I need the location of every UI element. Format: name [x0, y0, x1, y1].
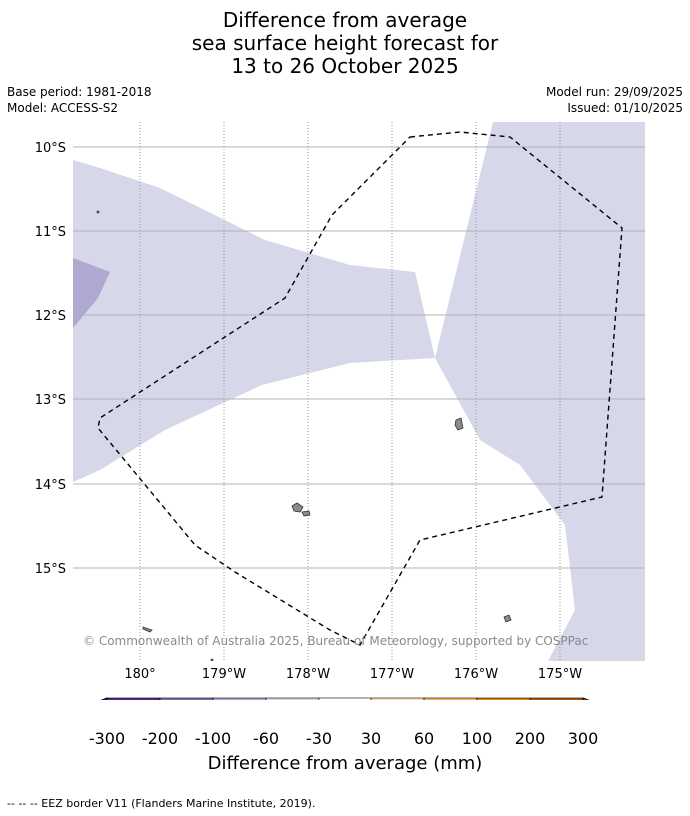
- copyright-text: © Commonwealth of Australia 2025, Bureau…: [83, 634, 588, 648]
- base-period: Base period: 1981-2018: [7, 85, 152, 99]
- island-g: [210, 658, 214, 661]
- title-line-3: 13 to 26 October 2025: [231, 54, 459, 78]
- islands: [96, 210, 512, 661]
- colorbar-extend-high: [582, 697, 590, 700]
- lon-label-179w: 179°W: [202, 667, 246, 682]
- colorbar-tick: 200: [514, 729, 546, 748]
- colorbar-title: Difference from average (mm): [207, 753, 483, 774]
- colorbar: [100, 697, 590, 700]
- anomaly-region-east: [435, 122, 645, 661]
- eez-border: [97, 131, 623, 646]
- map-area: © Commonwealth of Australia 2025, Bureau…: [73, 122, 645, 661]
- colorbar-segment: [159, 697, 214, 700]
- colorbar-segment: [529, 697, 584, 700]
- anomaly-region-medium: [73, 258, 110, 328]
- forecast-map: © Commonwealth of Australia 2025, Bureau…: [35, 122, 645, 700]
- colorbar-tick: 60: [413, 729, 435, 748]
- island-c: [301, 510, 311, 517]
- colorbar-segment: [265, 697, 320, 700]
- meta-right: Model run: 29/09/2025 Issued: 01/10/2025: [546, 84, 683, 116]
- colorbar-tick: 100: [461, 729, 493, 748]
- colorbar-tick: 300: [567, 729, 599, 748]
- island-b: [291, 502, 304, 513]
- colorbar-tick: -30: [305, 729, 333, 748]
- eez-legend-footer: -- -- -- EEZ border V11 (Flanders Marine…: [7, 797, 316, 810]
- lon-label-178w: 178°W: [286, 667, 330, 682]
- colorbar-tick: -200: [141, 729, 179, 748]
- colorbar-extend-low: [100, 697, 108, 700]
- island-f: [96, 210, 100, 214]
- colorbar-segment: [423, 697, 478, 700]
- meta-left: Base period: 1981-2018 Model: ACCESS-S2: [7, 84, 152, 116]
- lon-label-175w: 175°W: [538, 667, 582, 682]
- lon-label-177w: 177°W: [370, 667, 414, 682]
- lat-labels: 10°S 11°S 12°S 13°S 14°S 15°S: [35, 141, 66, 577]
- colorbar-segment: [318, 697, 372, 700]
- colorbar-segment: [212, 697, 267, 700]
- title-line-1: Difference from average: [222, 8, 468, 32]
- lat-label-10s: 10°S: [35, 141, 66, 156]
- lon-label-176w: 176°W: [454, 667, 498, 682]
- colorbar-tick: -100: [194, 729, 232, 748]
- lat-gridlines: [73, 146, 645, 569]
- colorbar-tick: -300: [88, 729, 126, 748]
- colorbar-tick: -60: [252, 729, 280, 748]
- colorbar-tick: 30: [360, 729, 382, 748]
- lat-label-13s: 13°S: [35, 393, 66, 408]
- island-d: [503, 614, 512, 623]
- colorbar-segment: [106, 697, 161, 700]
- island-a: [454, 417, 464, 431]
- title-line-2: sea surface height forecast for: [191, 31, 499, 55]
- colorbar-segment: [476, 697, 531, 700]
- colorbar-segment: [370, 697, 425, 700]
- lat-label-15s: 15°S: [35, 562, 66, 577]
- lat-label-12s: 12°S: [35, 309, 66, 324]
- model-run: Model run: 29/09/2025: [545, 85, 683, 99]
- anomaly-region-west: [73, 160, 435, 482]
- lat-label-14s: 14°S: [35, 478, 66, 493]
- island-e: [142, 626, 153, 633]
- model-name: Model: ACCESS-S2: [7, 101, 119, 115]
- lon-labels: 180° 179°W 178°W 177°W 176°W 175°W: [124, 667, 582, 682]
- issued-date: Issued: 01/10/2025: [567, 101, 683, 115]
- lat-label-11s: 11°S: [35, 225, 66, 240]
- lon-label-180: 180°: [124, 667, 155, 682]
